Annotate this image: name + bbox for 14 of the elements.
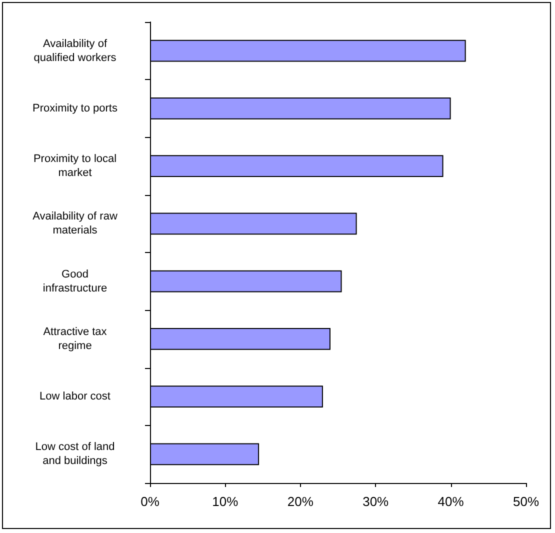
- x-tick-label: 30%: [362, 494, 390, 509]
- x-tick-label: 20%: [287, 494, 314, 509]
- x-tick-label: 40%: [438, 494, 464, 509]
- y-tick-label: Low labor cost: [40, 390, 110, 403]
- y-tick-label: Low cost of land and buildings: [35, 441, 115, 468]
- x-tick-label: 0%: [140, 494, 160, 509]
- x-tick-label: 50%: [512, 494, 540, 509]
- y-tick-label: Attractive tax regime: [43, 326, 108, 352]
- y-tick-label: Availability of qualified workers: [34, 38, 117, 64]
- y-tick-label: Availability of raw materials: [32, 210, 118, 237]
- y-tick-label: Good infrastructure: [42, 268, 108, 294]
- x-tick-label: 10%: [212, 494, 239, 509]
- y-tick-label: Proximity to ports: [32, 102, 118, 114]
- y-tick-label: Proximity to local market: [33, 153, 117, 180]
